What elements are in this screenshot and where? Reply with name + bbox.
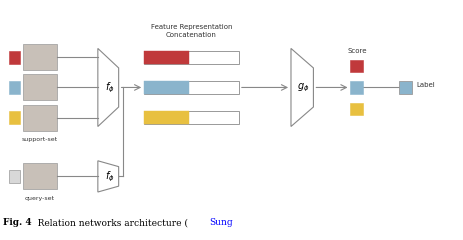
Text: support-set: support-set	[22, 137, 58, 142]
Bar	[9, 111, 19, 124]
Bar	[9, 170, 19, 183]
Bar	[144, 81, 238, 94]
Text: $f_\phi$: $f_\phi$	[104, 80, 114, 95]
Bar	[23, 74, 57, 101]
Text: Score: Score	[346, 48, 366, 54]
Text: Label: Label	[416, 82, 434, 88]
Bar	[144, 111, 188, 124]
Bar	[9, 51, 19, 64]
Bar	[144, 81, 188, 94]
Bar	[398, 81, 411, 94]
Polygon shape	[98, 161, 119, 192]
Text: Sung: Sung	[208, 218, 232, 227]
Bar	[9, 81, 19, 94]
Bar	[23, 105, 57, 131]
Bar	[23, 163, 57, 189]
Bar	[144, 51, 188, 64]
Bar	[350, 103, 363, 115]
Polygon shape	[98, 48, 119, 126]
Text: Feature Representation
Concatenation: Feature Representation Concatenation	[150, 24, 232, 38]
Bar	[23, 44, 57, 70]
Bar	[144, 51, 238, 64]
Text: $f_\phi$: $f_\phi$	[104, 169, 114, 184]
Bar	[350, 60, 363, 72]
Text: $g_\phi$: $g_\phi$	[297, 81, 309, 94]
Polygon shape	[290, 48, 313, 126]
Bar	[144, 111, 238, 124]
Text: Fig. 4: Fig. 4	[3, 218, 31, 227]
Bar	[350, 81, 363, 94]
Text: query-set: query-set	[25, 196, 55, 201]
Text: Relation networks architecture (: Relation networks architecture (	[29, 218, 188, 227]
